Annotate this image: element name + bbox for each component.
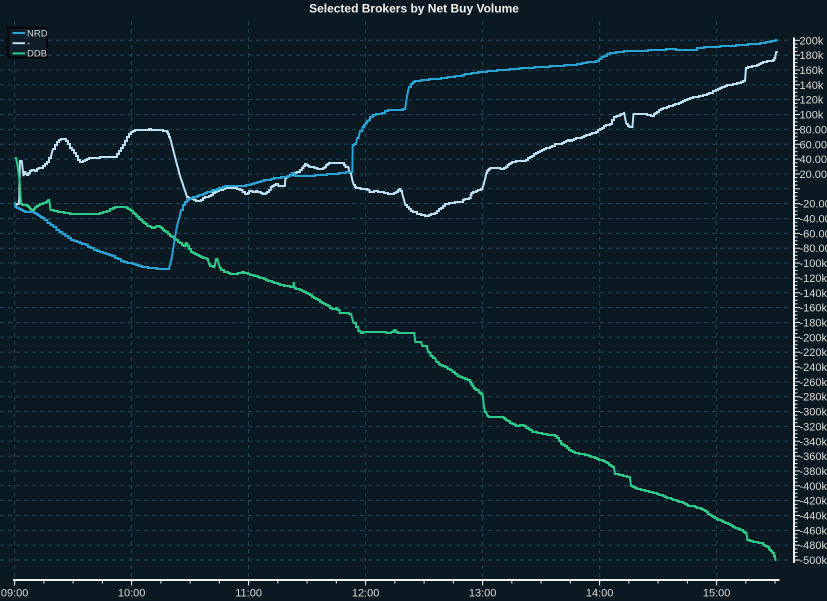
svg-text:10:00: 10:00 xyxy=(118,588,146,600)
svg-text:-200k: -200k xyxy=(800,332,827,344)
svg-text:-20.000: -20.000 xyxy=(800,199,827,211)
svg-text:-300k: -300k xyxy=(800,407,827,419)
svg-text:-100k: -100k xyxy=(800,258,827,270)
svg-text:13:00: 13:00 xyxy=(469,588,497,600)
svg-text:200k: 200k xyxy=(800,35,824,47)
svg-text:-340k: -340k xyxy=(800,436,827,448)
svg-text:-440k: -440k xyxy=(800,511,827,523)
svg-text:-500k: -500k xyxy=(800,555,827,567)
svg-text:-160k: -160k xyxy=(800,303,827,315)
svg-text:60.000: 60.000 xyxy=(800,139,827,151)
svg-text:DDB: DDB xyxy=(27,49,47,60)
svg-text:-40.000: -40.000 xyxy=(800,214,827,226)
svg-text:20.000: 20.000 xyxy=(800,169,827,181)
svg-text:-: - xyxy=(27,39,30,50)
svg-text:-320k: -320k xyxy=(800,421,827,433)
svg-text:NRD: NRD xyxy=(27,28,48,39)
svg-text:180k: 180k xyxy=(800,50,824,62)
svg-text:11:00: 11:00 xyxy=(235,588,262,600)
svg-text:140k: 140k xyxy=(800,80,824,92)
svg-text:-260k: -260k xyxy=(800,377,827,389)
svg-text:-140k: -140k xyxy=(800,288,827,300)
svg-text:-400k: -400k xyxy=(800,481,827,493)
svg-text:-460k: -460k xyxy=(800,525,827,537)
svg-text:100k: 100k xyxy=(800,110,824,122)
svg-text:80.000: 80.000 xyxy=(800,124,827,136)
svg-text:-420k: -420k xyxy=(800,496,827,508)
svg-text:09:00: 09:00 xyxy=(1,588,29,600)
svg-text:160k: 160k xyxy=(800,65,824,77)
svg-text:-380k: -380k xyxy=(800,466,827,478)
svg-text:Selected Brokers by Net Buy Vo: Selected Brokers by Net Buy Volume xyxy=(309,2,519,16)
svg-text:-180k: -180k xyxy=(800,317,827,329)
svg-text:12:00: 12:00 xyxy=(352,588,380,600)
svg-text:-60.000: -60.000 xyxy=(800,228,827,240)
svg-text:-360k: -360k xyxy=(800,451,827,463)
svg-text:-240k: -240k xyxy=(800,362,827,374)
svg-text:120k: 120k xyxy=(800,95,824,107)
svg-text:15:00: 15:00 xyxy=(703,588,731,600)
svg-text:-80.000: -80.000 xyxy=(800,243,827,255)
svg-text:-220k: -220k xyxy=(800,347,827,359)
svg-text:-120k: -120k xyxy=(800,273,827,285)
svg-text:-480k: -480k xyxy=(800,540,827,552)
svg-text:-280k: -280k xyxy=(800,392,827,404)
svg-text:40.000: 40.000 xyxy=(800,154,827,166)
svg-text:14:00: 14:00 xyxy=(586,588,614,600)
